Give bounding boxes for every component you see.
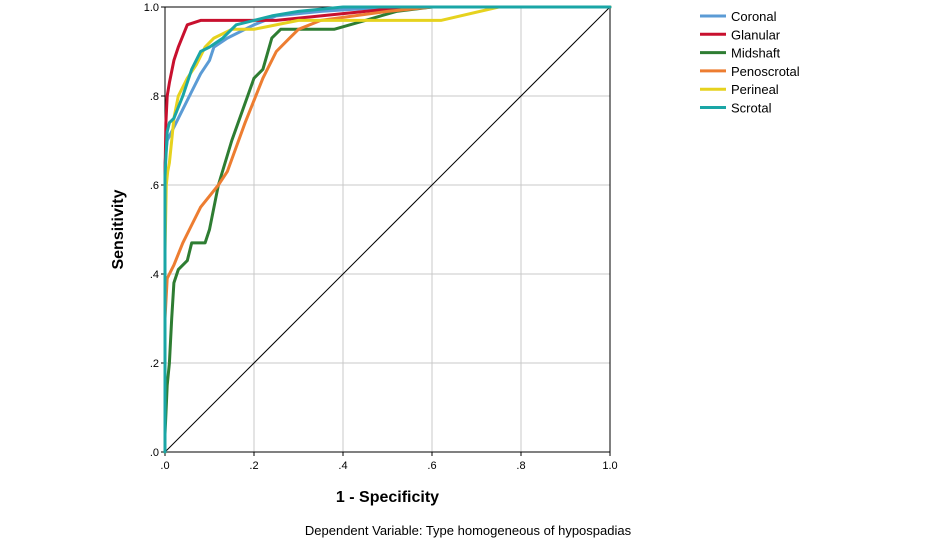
reference-diagonal bbox=[164, 6, 611, 453]
x-tick-label: .4 bbox=[338, 460, 347, 472]
y-tick-label: .8 bbox=[150, 91, 159, 103]
series-line-scrotal bbox=[163, 5, 612, 454]
y-tick-label: .2 bbox=[150, 358, 159, 370]
legend-label-coronal: Coronal bbox=[731, 9, 777, 24]
y-tick-label: .4 bbox=[150, 269, 159, 281]
axis-ticks: .0 .2 .4 .6 .8 1.0 .0 .2 .4 .6 .8 1.0 bbox=[144, 2, 618, 472]
x-tick-label: .8 bbox=[516, 460, 525, 472]
series-line-glanular bbox=[163, 5, 612, 454]
legend-label-penoscrotal: Penoscrotal bbox=[731, 64, 800, 79]
legend-label-scrotal: Scrotal bbox=[731, 101, 772, 116]
y-axis-title: Sensitivity bbox=[110, 189, 127, 269]
legend-label-glanular: Glanular bbox=[731, 27, 781, 42]
y-tick-label: .0 bbox=[150, 447, 159, 459]
reference-line bbox=[164, 6, 611, 453]
x-axis-title: 1 - Specificity bbox=[336, 489, 439, 506]
dependent-variable-note: Dependent Variable: Type homogeneous of … bbox=[304, 523, 632, 538]
y-tick-label: 1.0 bbox=[144, 2, 159, 14]
series-line-coronal bbox=[163, 5, 612, 454]
legend-label-perineal: Perineal bbox=[731, 82, 779, 97]
x-tick-label: .6 bbox=[427, 460, 436, 472]
legend: Coronal Glanular Midshaft Penoscrotal Perine… bbox=[700, 9, 800, 116]
x-tick-label: 1.0 bbox=[602, 460, 617, 472]
grid bbox=[165, 7, 610, 452]
series-line-perineal bbox=[163, 5, 612, 454]
x-tick-label: .2 bbox=[249, 460, 258, 472]
legend-label-midshaft: Midshaft bbox=[731, 46, 781, 61]
series-lines bbox=[163, 5, 612, 454]
x-tick-label: .0 bbox=[160, 460, 169, 472]
y-tick-label: .6 bbox=[150, 180, 159, 192]
